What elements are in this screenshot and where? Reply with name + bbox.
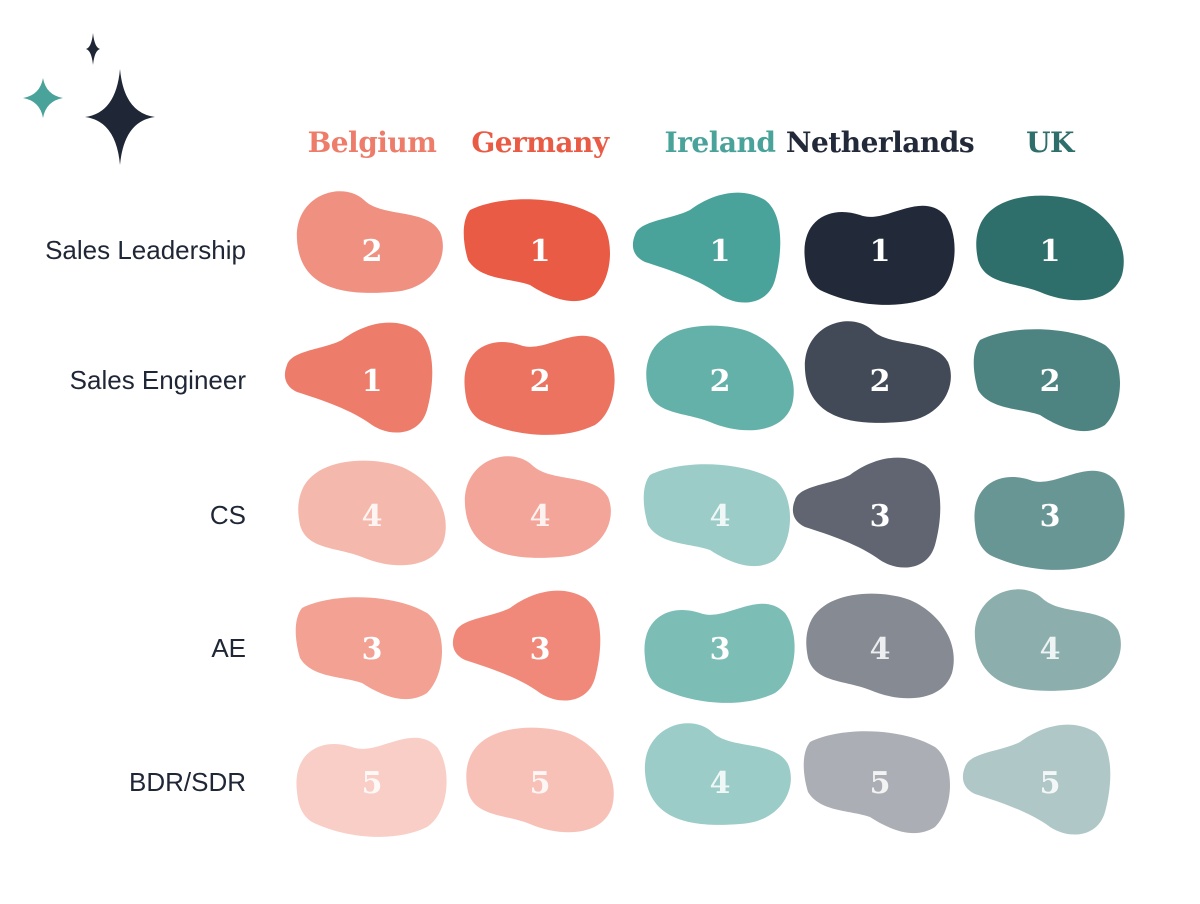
rank-value: 3 [530,632,551,667]
decorative-sparkles [23,33,155,165]
cell-sales-engineer-belgium: 1 [284,322,433,433]
rank-blob [296,191,443,293]
header-netherlands: Netherlands [786,126,974,159]
rank-blob [464,335,615,435]
rank-value: 3 [1040,499,1061,534]
header-germany: Germany [471,126,610,159]
sparkle-large-icon [85,69,155,165]
rank-blob [644,603,795,703]
rank-value: 5 [870,766,891,801]
cell-sales-leadership-belgium: 2 [296,191,443,293]
row-label-cs: CS [210,500,246,530]
rank-value: 3 [362,632,383,667]
rank-blob [284,322,433,433]
rank-blob [976,195,1124,301]
rank-value: 4 [530,499,551,534]
rank-blob [803,731,950,834]
rank-value: 1 [710,234,731,269]
header-belgium: Belgium [308,126,437,159]
cell-ae-uk: 4 [974,589,1121,691]
sparkle-teal-icon [23,78,63,118]
cell-sales-engineer-ireland: 2 [646,325,794,431]
rank-value: 2 [710,364,731,399]
rank-blob [296,737,447,837]
cell-cs-netherlands: 3 [792,457,941,568]
rank-value: 1 [530,234,551,269]
rank-blob [643,464,790,567]
rank-blob [298,460,446,566]
cell-ae-ireland: 3 [644,603,795,703]
row-label-ae: AE [211,633,246,663]
header-ireland: Ireland [665,126,776,159]
rank-blob [974,470,1125,570]
cell-sales-engineer-netherlands: 2 [804,321,951,423]
role-labels: Sales Leadership Sales Engineer CS AE BDR/SD… [45,235,246,797]
rank-blob [466,727,614,833]
rank-value: 4 [710,766,731,801]
cell-bdr-sdr-uk: 5 [962,724,1111,835]
rank-blob [463,199,610,302]
cell-ae-netherlands: 4 [806,593,954,699]
rank-value: 1 [362,364,383,399]
rank-value: 1 [1040,234,1061,269]
rank-value: 2 [1040,364,1061,399]
rank-blob [804,205,955,305]
cell-ae-germany: 3 [452,590,601,701]
country-headers: Belgium Germany Ireland Netherlands UK [308,126,1077,159]
rank-value: 5 [530,766,551,801]
rank-blob [644,723,791,825]
rank-value: 2 [530,364,551,399]
rank-value: 4 [710,499,731,534]
cell-sales-leadership-uk: 1 [976,195,1124,301]
rank-blob [973,329,1120,432]
rank-value: 1 [870,234,891,269]
rank-blob [452,590,601,701]
rank-blob [974,589,1121,691]
cell-ae-belgium: 3 [295,597,443,700]
rank-value: 2 [870,364,891,399]
rank-blob [792,457,941,568]
cell-bdr-sdr-ireland: 4 [644,723,791,825]
rank-value: 2 [362,234,383,269]
rank-blob [632,192,781,303]
rank-blob [295,597,443,700]
sparkle-small-icon [86,33,100,65]
rank-value: 4 [1040,632,1061,667]
cell-bdr-sdr-netherlands: 5 [803,731,950,834]
header-uk: UK [1026,126,1076,159]
rank-value: 5 [1040,766,1061,801]
rank-value: 5 [362,766,383,801]
rank-cells: 2 1 1 1 1 1 2 2 2 2 4 4 4 3 3 3 3 3 4 4 5 5 4 5 5 [284,191,1125,837]
row-label-bdr-sdr: BDR/SDR [129,767,246,797]
cell-cs-uk: 3 [974,470,1125,570]
row-label-sales-engineer: Sales Engineer [70,365,247,395]
cell-sales-leadership-netherlands: 1 [804,205,955,305]
rank-blob [464,456,611,558]
rank-value: 4 [362,499,383,534]
cell-sales-leadership-germany: 1 [463,199,610,302]
cell-sales-engineer-uk: 2 [973,329,1120,432]
cell-cs-ireland: 4 [643,464,790,567]
rank-blob [646,325,794,431]
cell-sales-leadership-ireland: 1 [632,192,781,303]
rank-blob [962,724,1111,835]
cell-sales-engineer-germany: 2 [464,335,615,435]
cell-bdr-sdr-belgium: 5 [296,737,447,837]
cell-bdr-sdr-germany: 5 [466,727,614,833]
cell-cs-belgium: 4 [298,460,446,566]
rank-value: 3 [870,499,891,534]
rank-value: 4 [870,632,891,667]
cell-cs-germany: 4 [464,456,611,558]
rank-blob [804,321,951,423]
rank-value: 3 [710,632,731,667]
rank-blob [806,593,954,699]
row-label-sales-leadership: Sales Leadership [45,235,246,265]
